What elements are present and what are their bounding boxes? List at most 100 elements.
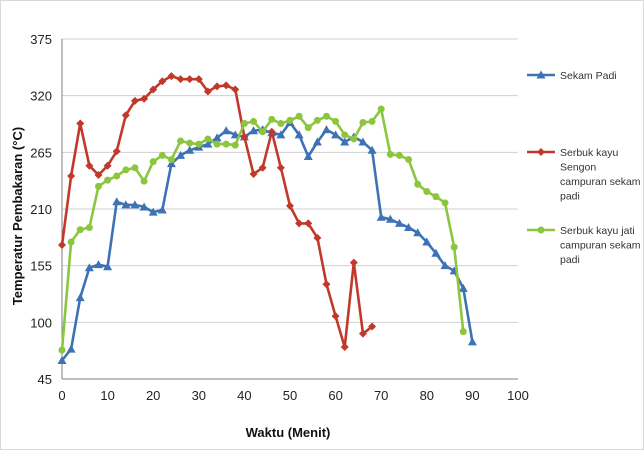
data-point — [176, 150, 186, 159]
data-point — [368, 117, 376, 125]
data-point — [195, 140, 203, 148]
legend-label: Sengon — [560, 162, 596, 174]
data-point — [166, 159, 176, 168]
x-tick-labels: 0 10 20 30 40 50 60 70 80 90 100 — [58, 388, 528, 403]
data-point — [340, 137, 350, 146]
data-point — [158, 151, 166, 159]
data-point — [103, 262, 113, 271]
data-point — [413, 228, 423, 237]
data-point — [222, 140, 230, 148]
data-point — [122, 166, 130, 174]
legend-label: campuran sekam — [560, 240, 641, 252]
y-tick-label: 45 — [38, 372, 52, 387]
data-point — [450, 243, 458, 251]
legend-marker — [537, 226, 545, 234]
x-axis-title: Waktu (Menit) — [246, 425, 331, 440]
data-point — [277, 119, 285, 127]
data-point — [157, 205, 167, 214]
data-point — [66, 344, 76, 353]
data-point — [58, 241, 66, 250]
data-point — [149, 85, 158, 94]
data-point — [230, 130, 240, 139]
x-tick-label: 80 — [420, 388, 434, 403]
data-point — [221, 126, 231, 135]
y-tick-label: 265 — [30, 145, 52, 160]
data-point — [231, 85, 240, 94]
data-point — [185, 75, 194, 84]
data-point — [112, 197, 122, 206]
legend-marker — [537, 148, 545, 156]
data-point — [340, 343, 349, 352]
data-point — [75, 293, 85, 302]
data-point — [203, 139, 213, 148]
data-point — [131, 164, 139, 172]
data-point — [203, 87, 212, 96]
data-point — [249, 169, 258, 178]
data-point — [276, 163, 285, 172]
data-point — [441, 199, 449, 207]
data-point — [104, 176, 112, 184]
legend-item-1: Sekam Padi — [527, 70, 617, 82]
series-line — [60, 121, 474, 362]
y-tick-label: 210 — [30, 202, 52, 217]
data-point — [294, 130, 304, 139]
data-point — [376, 212, 386, 221]
data-point — [139, 202, 149, 211]
data-point — [295, 219, 304, 228]
data-point — [322, 280, 331, 289]
x-tick-label: 40 — [237, 388, 251, 403]
data-point — [431, 248, 441, 257]
legend-label: padi — [560, 254, 580, 266]
data-point — [185, 145, 195, 154]
data-point — [459, 328, 467, 336]
y-axis-title: Temperatur Pembakaran (°C) — [10, 127, 25, 305]
x-tick-label: 10 — [100, 388, 114, 403]
data-point — [67, 238, 75, 246]
data-point — [186, 139, 194, 147]
data-point — [276, 130, 286, 139]
data-point — [212, 133, 222, 142]
x-tick-label: 50 — [283, 388, 297, 403]
data-point — [385, 214, 395, 223]
data-point — [130, 96, 139, 105]
data-point — [405, 156, 413, 164]
data-point — [341, 131, 349, 139]
data-point — [331, 312, 340, 321]
data-point — [121, 111, 130, 120]
axes — [61, 39, 518, 380]
data-point — [258, 163, 267, 172]
data-point — [304, 124, 312, 132]
data-point — [422, 237, 432, 246]
x-tick-label: 0 — [58, 388, 65, 403]
data-point — [250, 117, 258, 125]
data-point — [404, 223, 414, 232]
data-point — [103, 161, 112, 170]
x-tick-label: 60 — [328, 388, 342, 403]
data-point — [304, 219, 313, 228]
data-series — [57, 72, 477, 364]
data-point — [167, 72, 176, 81]
x-tick-label: 100 — [507, 388, 529, 403]
legend: Sekam Padi Serbuk kayu Sengon campuran seka… — [527, 70, 641, 266]
y-tick-label: 155 — [30, 259, 52, 274]
legend-label: Sekam Padi — [560, 70, 617, 82]
data-point — [321, 125, 331, 134]
data-point — [231, 141, 239, 149]
data-point — [76, 119, 85, 128]
data-point — [177, 137, 185, 145]
data-point — [367, 145, 377, 154]
x-tick-label: 70 — [374, 388, 388, 403]
x-tick-label: 20 — [146, 388, 160, 403]
data-point — [58, 346, 66, 354]
y-tick-label: 100 — [30, 315, 52, 330]
data-point — [286, 201, 294, 210]
y-tick-labels: 45 100 155 210 265 320 375 — [30, 32, 52, 387]
data-point — [432, 193, 440, 201]
y-tick-label: 375 — [30, 32, 52, 47]
data-point — [312, 137, 322, 146]
series-3 — [58, 105, 467, 354]
data-point — [331, 130, 341, 139]
legend-label: padi — [560, 191, 580, 203]
